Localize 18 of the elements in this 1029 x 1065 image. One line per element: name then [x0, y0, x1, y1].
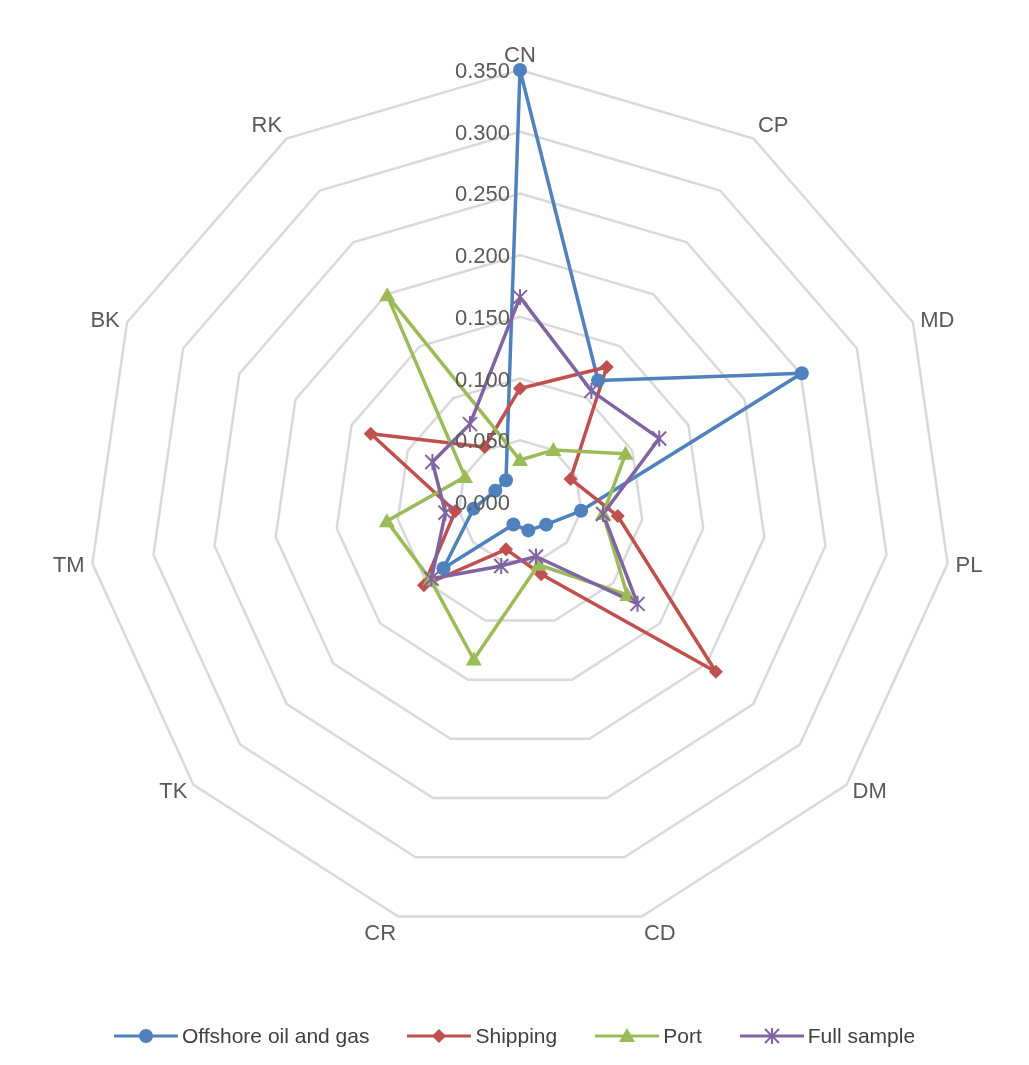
spoke-label: DM: [852, 777, 887, 803]
spoke-label: RK: [251, 111, 283, 137]
legend-label: Full sample: [807, 1024, 916, 1048]
spoke-label: TK: [159, 777, 188, 803]
legend-label: Shipping: [475, 1024, 558, 1048]
y-tick-label: 0.200: [454, 243, 510, 269]
spoke-label: PL: [955, 552, 983, 578]
legend-label: Port: [663, 1024, 702, 1048]
spoke-label: CD: [643, 919, 676, 945]
spoke-label: MD: [920, 307, 955, 333]
spoke-label: CP: [757, 111, 789, 137]
y-tick-label: 0.300: [454, 119, 510, 145]
legend-label: Offshore oil and gas: [181, 1024, 370, 1048]
y-tick-label: 0.150: [454, 304, 510, 330]
spoke-label: TM: [52, 552, 85, 578]
spoke-label: CR: [364, 919, 397, 945]
spoke-label: BK: [90, 307, 121, 333]
y-tick-label: 0.250: [454, 181, 510, 207]
